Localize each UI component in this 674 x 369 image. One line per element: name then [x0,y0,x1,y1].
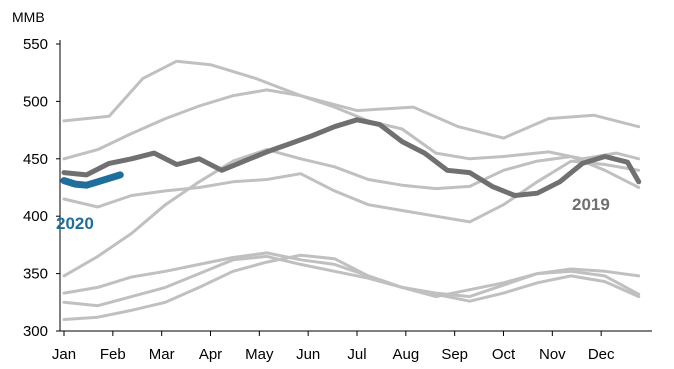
x-tick-label: Dec [588,346,615,363]
y-tick-label: 550 [23,36,48,53]
x-tick-label: Nov [539,346,566,363]
series-line-history-6 [62,254,641,308]
series-line-history-2 [62,88,641,161]
series-line-history-1 [62,59,641,140]
x-tick-label: Jan [52,346,76,363]
x-tick-label: Feb [100,346,126,363]
x-tick-label: Aug [392,346,419,363]
x-tick-label: Mar [149,346,175,363]
x-tick-label: Apr [199,346,222,363]
series-label-2019: 2019 [572,195,610,214]
y-tick-label: 350 [23,266,48,283]
x-tick-label: Sep [441,346,468,363]
y-tick-label: 400 [23,208,48,225]
axes: 300 350 400 450 500 550 Jan Feb Mar Apr May Jun Jul A… [23,36,652,363]
series-label-2020: 2020 [56,214,94,233]
series-line-history-3 [62,148,641,278]
y-unit-label: MMB [12,9,45,25]
x-tick-label: Jun [296,346,320,363]
x-tick-label: Jul [347,346,366,363]
y-tick-label: 450 [23,151,48,168]
series-line-2020 [60,171,124,189]
x-tick-label: May [245,346,274,363]
x-tick-label: Oct [492,346,516,363]
y-tick-label: 500 [23,93,48,110]
series-line-history-7 [62,253,641,321]
labels: MMB 2020 2019 [12,9,610,233]
series-lines [60,59,642,321]
series-line-2019 [61,117,642,198]
y-tick-label: 300 [23,323,48,340]
series-line-history-4 [62,159,641,224]
